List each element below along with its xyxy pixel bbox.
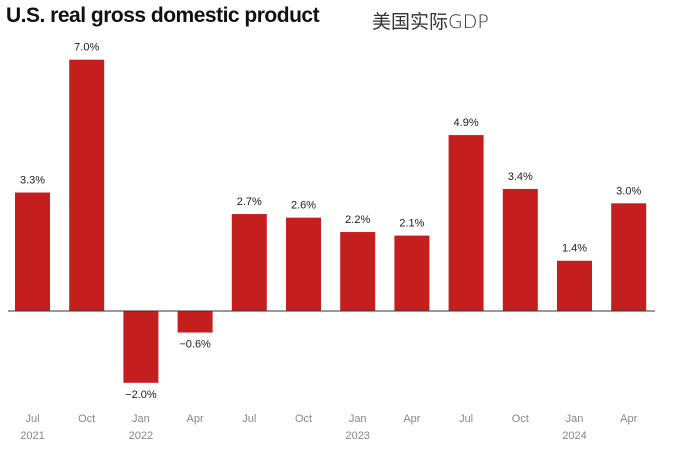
bar [448, 135, 484, 311]
x-tick-label: Jul [459, 413, 473, 425]
data-label: 2.2% [345, 214, 370, 226]
chart-subtitle: 美国实际GDP [372, 11, 489, 33]
data-label: 7.0% [74, 42, 99, 54]
x-tick-label: Apr [187, 413, 204, 425]
x-tick-label: Jul [242, 413, 256, 425]
data-label: 2.7% [237, 196, 262, 208]
x-tick-label: Oct [78, 413, 95, 425]
x-tick-label: Oct [512, 413, 529, 425]
x-tick-label: Apr [620, 413, 637, 425]
bar [611, 203, 647, 311]
data-label: 4.9% [454, 117, 479, 129]
x-tick-year: 2023 [345, 430, 369, 442]
x-tick-year: 2021 [20, 430, 44, 442]
bar [557, 260, 592, 311]
data-label: −2.0% [125, 389, 157, 401]
data-label: −0.6% [179, 339, 211, 351]
data-label: 3.4% [508, 171, 533, 183]
bar [394, 235, 430, 311]
x-tick-label: Apr [403, 413, 420, 425]
data-label: 3.0% [616, 185, 641, 197]
data-label: 3.3% [20, 175, 45, 187]
x-tick-label: Jul [25, 413, 39, 425]
bar [123, 311, 159, 383]
data-label: 2.6% [291, 200, 316, 212]
bar [15, 192, 50, 311]
x-tick-label: Jan [566, 413, 584, 425]
bar [502, 188, 538, 311]
x-tick-label: Jan [132, 413, 150, 425]
data-label: 1.4% [562, 243, 587, 255]
bar [69, 59, 105, 312]
bar [340, 232, 376, 311]
bar [231, 214, 267, 311]
x-tick-label: Oct [295, 413, 312, 425]
bar [286, 217, 321, 311]
data-label: 2.1% [399, 218, 424, 230]
chart-title: U.S. real gross domestic product [6, 4, 320, 27]
x-tick-year: 2024 [562, 430, 586, 442]
x-tick-label: Jan [349, 413, 367, 425]
x-tick-year: 2022 [129, 430, 153, 442]
bar [177, 311, 213, 333]
